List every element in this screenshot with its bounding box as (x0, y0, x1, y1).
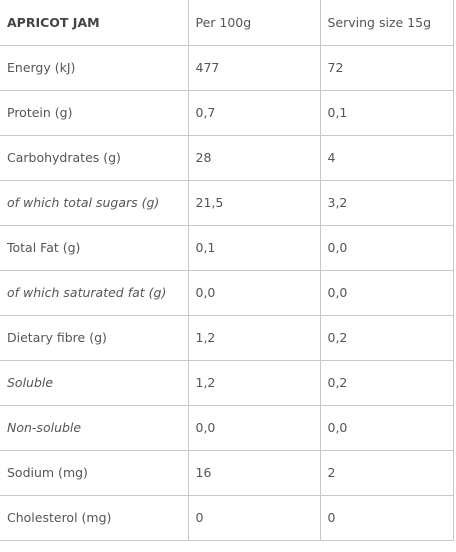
value-cell: 21,5 (187, 179, 321, 226)
table-row: Cholesterol (mg) 0 0 (0, 494, 454, 541)
table-row: of which total sugars (g) 21,5 3,2 (0, 179, 454, 226)
value-cell: 0,2 (319, 359, 454, 406)
table-row: Total Fat (g) 0,1 0,0 (0, 224, 454, 271)
header-cell: Per 100g (187, 0, 321, 46)
value-cell: 0,0 (319, 269, 454, 316)
value-cell: 0,0 (187, 404, 321, 451)
header-cell: APRICOT JAM (0, 0, 189, 46)
value-cell: 4 (319, 134, 454, 181)
row-label: Total Fat (g) (0, 224, 189, 271)
row-label: Cholesterol (mg) (0, 494, 189, 541)
table-row: Dietary fibre (g) 1,2 0,2 (0, 314, 454, 361)
table-row: Soluble 1,2 0,2 (0, 359, 454, 406)
table-row: Carbohydrates (g) 28 4 (0, 134, 454, 181)
value-cell: 1,2 (187, 314, 321, 361)
row-label: Soluble (0, 359, 189, 406)
value-cell: 0 (319, 494, 454, 541)
value-cell: 0,0 (187, 269, 321, 316)
nutrition-table: APRICOT JAM Per 100g Serving size 15g En… (0, 0, 454, 541)
value-cell: 28 (187, 134, 321, 181)
row-label: Carbohydrates (g) (0, 134, 189, 181)
value-cell: 0,1 (319, 89, 454, 136)
value-cell: 0,0 (319, 224, 454, 271)
value-cell: 2 (319, 449, 454, 496)
value-cell: 16 (187, 449, 321, 496)
row-label: Protein (g) (0, 89, 189, 136)
table-row: Energy (kJ) 477 72 (0, 44, 454, 91)
header-cell: Serving size 15g (319, 0, 454, 46)
table-row: Non-soluble 0,0 0,0 (0, 404, 454, 451)
table-row: Protein (g) 0,7 0,1 (0, 89, 454, 136)
row-label: of which total sugars (g) (0, 179, 189, 226)
header-row: APRICOT JAM Per 100g Serving size 15g (0, 0, 454, 46)
table-row: of which saturated fat (g) 0,0 0,0 (0, 269, 454, 316)
value-cell: 72 (319, 44, 454, 91)
value-cell: 0,7 (187, 89, 321, 136)
value-cell: 477 (187, 44, 321, 91)
value-cell: 3,2 (319, 179, 454, 226)
row-label: Sodium (mg) (0, 449, 189, 496)
table-row: Sodium (mg) 16 2 (0, 449, 454, 496)
row-label: of which saturated fat (g) (0, 269, 189, 316)
value-cell: 0,2 (319, 314, 454, 361)
value-cell: 0 (187, 494, 321, 541)
row-label: Energy (kJ) (0, 44, 189, 91)
value-cell: 0,1 (187, 224, 321, 271)
row-label: Dietary fibre (g) (0, 314, 189, 361)
row-label: Non-soluble (0, 404, 189, 451)
value-cell: 0,0 (319, 404, 454, 451)
value-cell: 1,2 (187, 359, 321, 406)
